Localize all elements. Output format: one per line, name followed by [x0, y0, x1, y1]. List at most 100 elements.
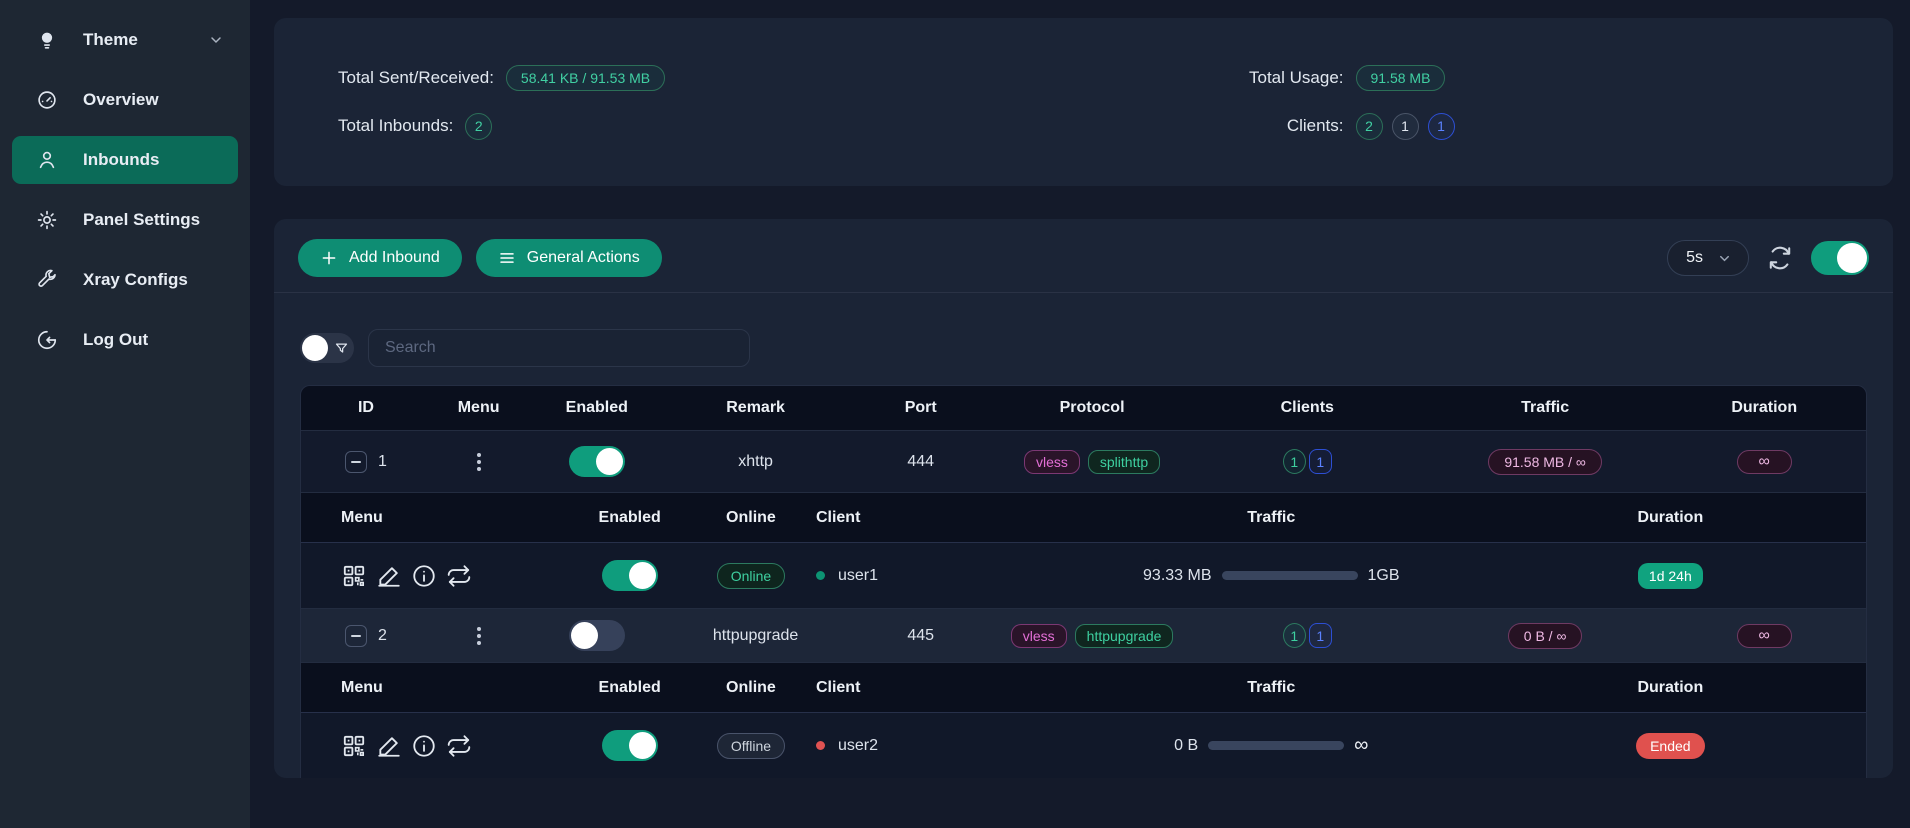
duration-badge: ∞: [1736, 623, 1792, 648]
menu-cell: [431, 623, 526, 649]
collapse-icon[interactable]: [344, 450, 367, 473]
traffic-progress-bar: [1208, 741, 1345, 750]
traffic-progress-bar: [1221, 571, 1358, 580]
traffic-badge: 0 B / ∞: [1507, 622, 1583, 649]
client-online-cell: Offline: [708, 732, 794, 759]
sidebar-item-label: Xray Configs: [83, 270, 188, 289]
general-actions-button[interactable]: General Actions: [475, 239, 662, 277]
search-row: [300, 329, 1867, 367]
client-duration-badge: Ended: [1636, 732, 1705, 759]
sub-header-client: Client: [815, 678, 861, 696]
client-subtable-header: Menu Enabled Online Client Traffic Durat…: [301, 492, 1866, 542]
enabled-cell: [526, 620, 667, 651]
client-status-dot: [815, 741, 825, 750]
protocol-cell: vless httpupgrade: [997, 623, 1186, 648]
sub-header-traffic: Traffic: [1247, 678, 1296, 696]
remark-cell: xhttp: [738, 452, 773, 470]
port-cell: 445: [907, 626, 935, 644]
gear-icon: [36, 209, 58, 231]
inbound-row: 1 xhttp 444 vless splithttp 1 1: [301, 430, 1866, 492]
traffic-badge: 91.58 MB / ∞: [1488, 448, 1602, 475]
qrcode-icon[interactable]: [341, 733, 367, 759]
sidebar-item-xray-configs[interactable]: Xray Configs: [12, 256, 238, 304]
qrcode-icon[interactable]: [341, 563, 367, 589]
traffic-cell: 91.58 MB / ∞: [1428, 448, 1663, 475]
auto-refresh-toggle[interactable]: [1811, 241, 1869, 275]
sidebar-item-inbounds[interactable]: Inbounds: [12, 136, 238, 184]
edit-icon[interactable]: [376, 563, 402, 589]
client-enabled-toggle[interactable]: [601, 560, 658, 591]
transport-tag: splithttp: [1087, 449, 1161, 474]
menu-cell: [431, 449, 526, 475]
chevron-down-icon: [208, 32, 224, 48]
row-menu-icon[interactable]: [473, 449, 485, 475]
sent-received-badge: 58.41 KB / 91.53 MB: [505, 64, 666, 91]
add-inbound-button[interactable]: Add Inbound: [298, 239, 462, 277]
refresh-icon[interactable]: [1767, 245, 1793, 271]
sidebar-item-label: Log Out: [83, 330, 149, 349]
bulb-icon: [36, 29, 58, 51]
id-cell: 2: [301, 624, 431, 647]
stat-label: Total Inbounds:: [338, 116, 454, 135]
filter-toggle[interactable]: [300, 333, 354, 363]
toolbar-divider: [274, 292, 1893, 293]
inbound-enabled-toggle[interactable]: [568, 446, 625, 477]
sidebar-item-theme[interactable]: Theme: [12, 16, 238, 64]
chevron-down-icon: [1717, 251, 1732, 266]
info-icon[interactable]: [411, 563, 437, 589]
edit-icon[interactable]: [376, 733, 402, 759]
sidebar-item-logout[interactable]: Log Out: [12, 316, 238, 364]
sub-header-traffic: Traffic: [1247, 508, 1296, 526]
reset-traffic-icon[interactable]: [446, 733, 472, 759]
row-menu-icon[interactable]: [473, 623, 485, 649]
inbound-enabled-toggle[interactable]: [568, 620, 625, 651]
toggle-knob: [1837, 243, 1867, 273]
reset-traffic-icon[interactable]: [446, 563, 472, 589]
client-duration-badge: 1d 24h: [1637, 562, 1703, 589]
inbound-id: 2: [377, 626, 387, 644]
client-status-dot: [815, 571, 825, 580]
client-enabled-cell: [551, 560, 708, 591]
refresh-interval-value: 5s: [1686, 249, 1703, 266]
stats-card: Total Sent/Received: 58.41 KB / 91.53 MB…: [274, 18, 1893, 186]
sub-header-enabled: Enabled: [598, 678, 661, 696]
client-count-blue: 1: [1308, 449, 1332, 474]
clients-cell: 1 1: [1187, 623, 1428, 648]
col-header-clients: Clients: [1280, 399, 1334, 416]
main-content: Total Sent/Received: 58.41 KB / 91.53 MB…: [250, 0, 1910, 828]
client-duration-cell: Ended: [1537, 732, 1803, 759]
total-inbounds-badge: 2: [465, 112, 493, 140]
search-input[interactable]: [368, 329, 750, 367]
stat-total-usage: Total Usage: 91.58 MB: [1084, 64, 1830, 91]
sidebar-item-label: Overview: [83, 90, 159, 109]
sub-header-duration: Duration: [1637, 508, 1704, 526]
add-inbound-label: Add Inbound: [349, 249, 440, 266]
collapse-icon[interactable]: [344, 624, 367, 647]
client-name: user2: [837, 736, 878, 754]
sidebar-item-panel-settings[interactable]: Panel Settings: [12, 196, 238, 244]
id-cell: 1: [301, 450, 431, 473]
client-count-green: 1: [1282, 623, 1306, 648]
wrench-icon: [36, 269, 58, 291]
traffic-total: ∞: [1354, 734, 1369, 756]
online-status-badge: Offline: [716, 732, 786, 759]
toolbar-right: 5s: [1667, 240, 1869, 276]
traffic-used: 93.33 MB: [1143, 566, 1212, 584]
dashboard-icon: [36, 89, 58, 111]
client-row: Offline user2 0 B ∞ Ended: [301, 712, 1866, 778]
duration-badge: ∞: [1736, 449, 1792, 474]
sidebar-item-overview[interactable]: Overview: [12, 76, 238, 124]
toggle-knob: [302, 335, 328, 361]
sub-header-client: Client: [815, 508, 861, 526]
toggle-knob: [628, 562, 656, 589]
client-enabled-toggle[interactable]: [601, 730, 658, 761]
refresh-interval-select[interactable]: 5s: [1667, 240, 1749, 276]
clients-cell: 1 1: [1187, 449, 1428, 474]
plus-icon: [320, 249, 338, 267]
client-row: Online user1 93.33 MB 1GB 1d 2: [301, 542, 1866, 608]
client-duration-cell: 1d 24h: [1537, 562, 1803, 589]
table-header-row: ID Menu Enabled Remark Port Protocol Cli…: [301, 386, 1866, 430]
clients-count-badge: 1: [1391, 112, 1419, 140]
traffic-cell: 0 B / ∞: [1428, 622, 1663, 649]
info-icon[interactable]: [411, 733, 437, 759]
